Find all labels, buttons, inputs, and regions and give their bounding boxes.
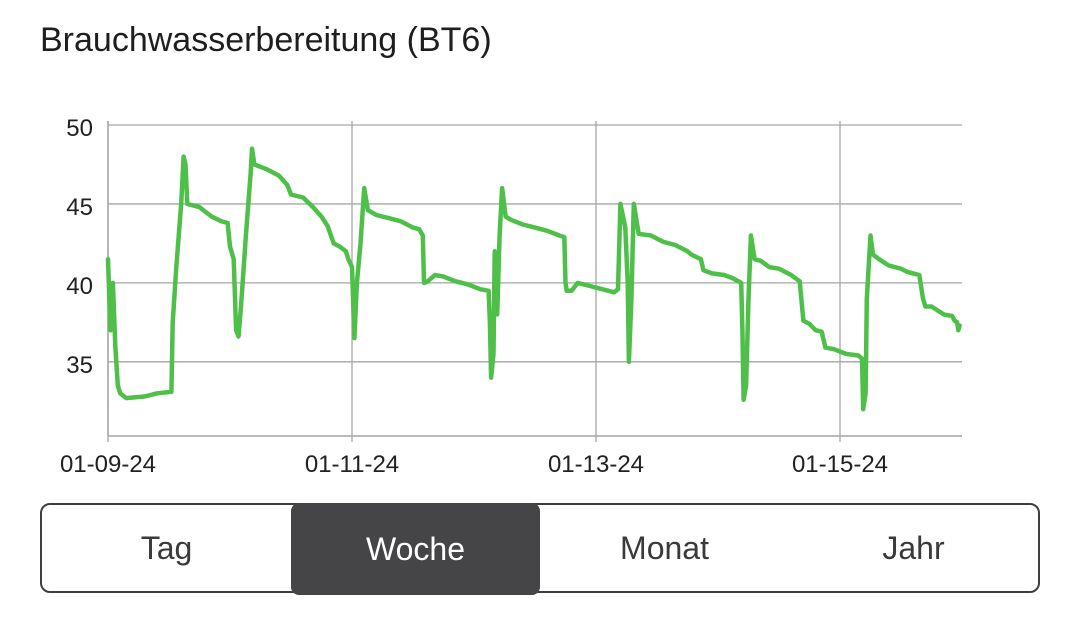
- x-tick-label: 01-13-24: [548, 451, 644, 478]
- y-tick-label: 35: [66, 352, 93, 379]
- x-tick-label: 01-11-24: [305, 451, 399, 478]
- tab-jahr[interactable]: Jahr: [882, 529, 945, 566]
- x-tick-label: 01-15-24: [792, 451, 888, 478]
- y-tick-label: 45: [66, 194, 93, 221]
- tab-woche[interactable]: Woche: [291, 503, 540, 595]
- y-tick-label: 50: [66, 115, 93, 142]
- temperature-chart: 35 40 45 50 01-09-24 01-11-24 01-13-24 01-15-24: [60, 115, 962, 478]
- series-layer: [105, 146, 962, 412]
- y-tick-label: 40: [66, 273, 93, 300]
- tab-monat[interactable]: Monat: [620, 529, 709, 566]
- page-title: Brauchwasserbereitung (BT6): [40, 21, 492, 59]
- tick-labels: 35 40 45 50 01-09-24 01-11-24 01-13-24 01-15-24: [60, 115, 888, 478]
- period-selector: Tag Woche Monat Jahr: [40, 503, 1040, 595]
- series-line-0: [105, 146, 962, 412]
- x-tick-label: 01-09-24: [60, 451, 156, 478]
- tab-tag[interactable]: Tag: [140, 529, 193, 566]
